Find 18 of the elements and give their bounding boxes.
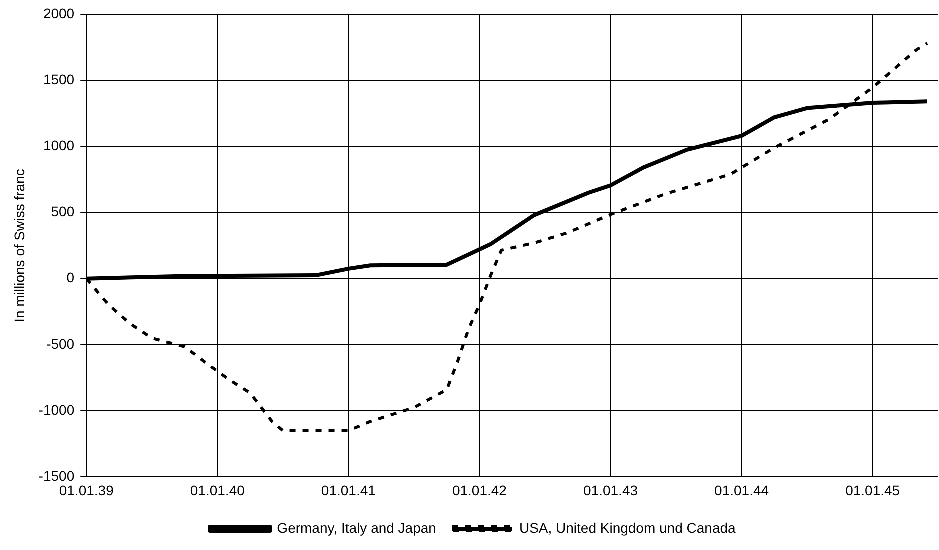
legend-label: USA, United Kingdom und Canada bbox=[519, 520, 736, 536]
y-tick-label: 500 bbox=[51, 204, 75, 220]
y-axis-title: In millions of Swiss franc bbox=[11, 169, 28, 322]
y-tick-label: 1000 bbox=[43, 137, 75, 154]
x-tick-label: 01.01.45 bbox=[846, 482, 900, 498]
x-tick-label: 01.01.42 bbox=[452, 482, 508, 498]
y-tick-label: 2000 bbox=[43, 5, 75, 22]
y-tick-label: -1000 bbox=[38, 402, 75, 418]
x-tick-label: 01.01.43 bbox=[584, 482, 638, 498]
x-tick-label: 01.01.44 bbox=[714, 482, 770, 498]
y-tick-label: -500 bbox=[46, 336, 75, 352]
x-tick-label: 01.01.41 bbox=[321, 482, 376, 498]
x-tick-label: 01.01.39 bbox=[59, 482, 114, 498]
x-tick-label: 01.01.40 bbox=[190, 482, 246, 498]
y-tick-label: 1500 bbox=[43, 71, 75, 88]
y-tick-label: 0 bbox=[66, 270, 75, 286]
legend-label: Germany, Italy and Japan bbox=[277, 520, 436, 536]
y-tick-label: -1500 bbox=[38, 468, 75, 484]
